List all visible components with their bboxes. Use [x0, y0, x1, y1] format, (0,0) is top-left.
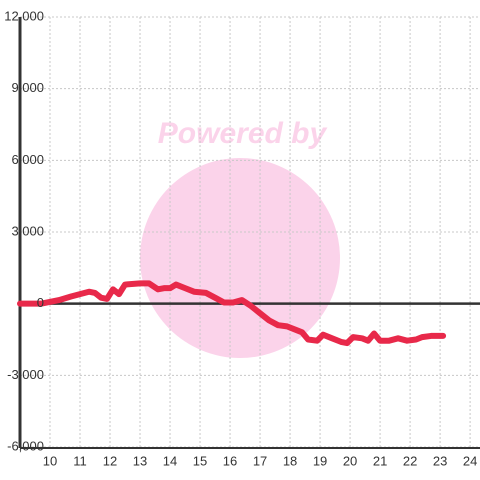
y-tick-label: -3,000 [7, 367, 44, 382]
x-tick-label: 11 [73, 453, 87, 468]
x-tick-label: 23 [433, 453, 447, 468]
x-tick-label: 14 [163, 453, 177, 468]
x-tick-label: 22 [403, 453, 417, 468]
x-tick-label: 18 [283, 453, 297, 468]
y-tick-label: 0 [37, 295, 44, 310]
x-tick-label: 21 [373, 453, 387, 468]
x-tick-label: 17 [253, 453, 267, 468]
y-tick-label: 12,000 [4, 8, 44, 23]
x-tick-label: 13 [133, 453, 147, 468]
y-tick-label: 9,000 [11, 80, 44, 95]
watermark-text: Powered by [158, 117, 328, 150]
plot [17, 280, 447, 347]
x-tick-label: 20 [343, 453, 357, 468]
x-tick-label: 10 [43, 453, 57, 468]
watermark-logo [140, 158, 340, 358]
x-tick-label: 16 [223, 453, 237, 468]
x-tick-label: 15 [193, 453, 207, 468]
y-tick-label: 6,000 [11, 152, 44, 167]
x-tick-label: 24 [463, 453, 477, 468]
x-tick-label: 19 [313, 453, 327, 468]
y-tick-label: 3,000 [11, 223, 44, 238]
y-tick-label: -6,000 [7, 438, 44, 453]
x-tick-label: 12 [103, 453, 117, 468]
data-line [17, 280, 447, 347]
